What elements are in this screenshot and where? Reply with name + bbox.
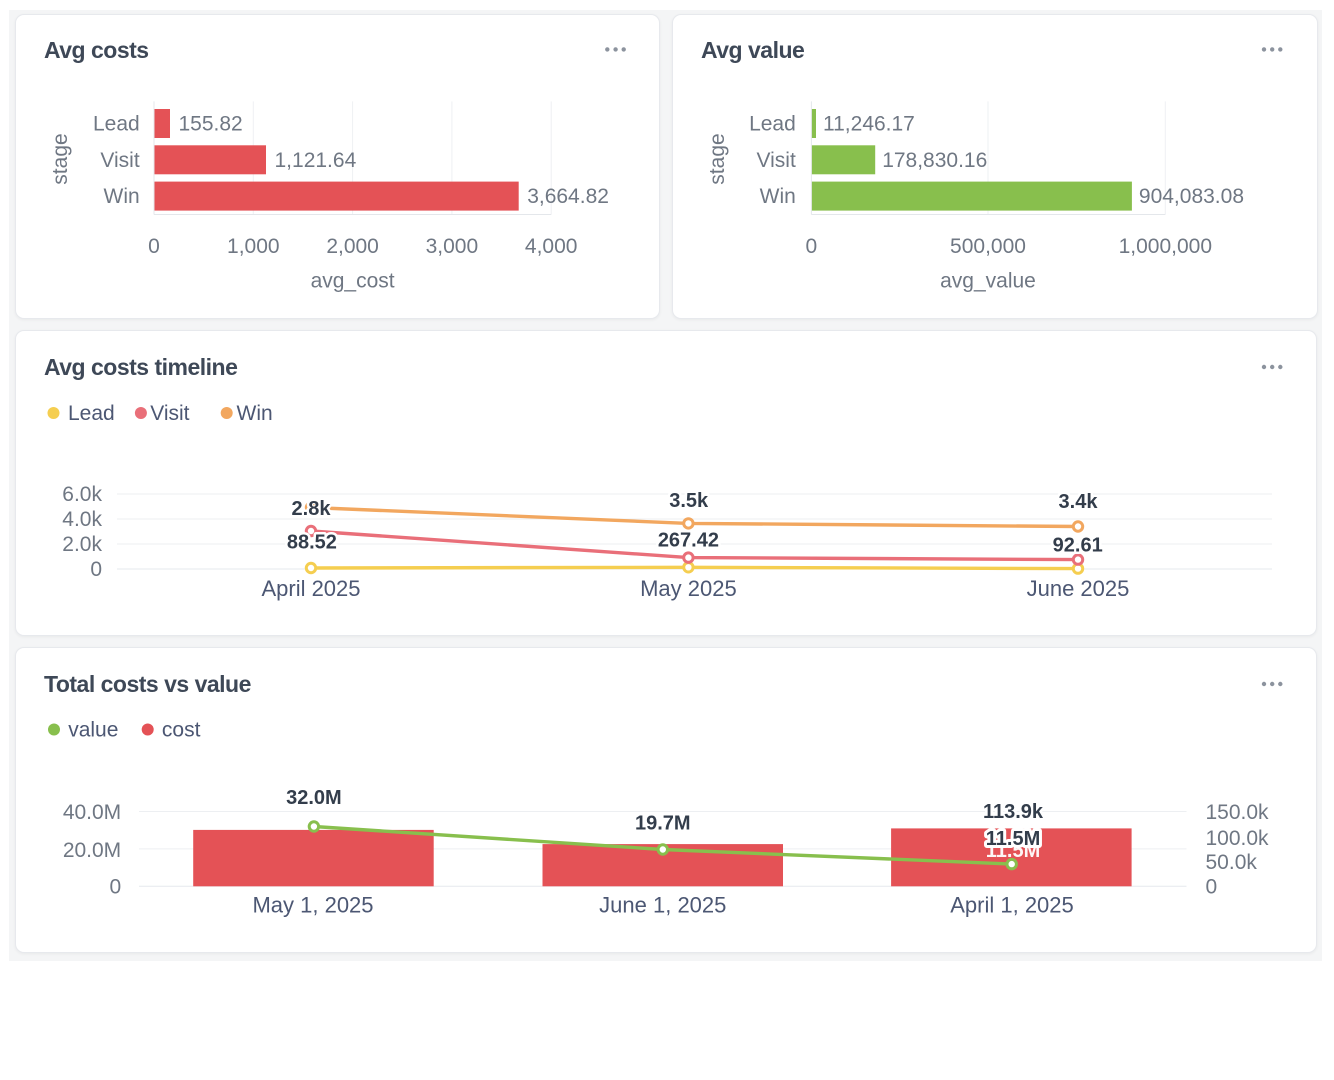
svg-text:avg_value: avg_value xyxy=(940,270,1036,293)
svg-text:2,000: 2,000 xyxy=(326,235,379,258)
svg-text:Lead: Lead xyxy=(68,402,115,425)
svg-text:11.5M: 11.5M xyxy=(986,840,1040,862)
svg-text:32.0M: 32.0M xyxy=(286,787,342,809)
svg-text:0: 0 xyxy=(110,876,122,899)
svg-text:3,000: 3,000 xyxy=(426,235,479,258)
svg-text:Lead: Lead xyxy=(749,113,796,136)
svg-text:88.52: 88.52 xyxy=(287,532,337,554)
svg-text:3.5k: 3.5k xyxy=(669,490,709,512)
svg-text:92.61: 92.61 xyxy=(1053,535,1103,557)
svg-text:1,121.64: 1,121.64 xyxy=(275,149,357,172)
svg-text:Win: Win xyxy=(104,185,140,208)
svg-text:1,000: 1,000 xyxy=(227,235,280,258)
svg-text:May 1, 2025: May 1, 2025 xyxy=(252,893,373,918)
svg-text:11,246.17: 11,246.17 xyxy=(823,113,915,136)
svg-text:150.0k: 150.0k xyxy=(1206,801,1270,824)
svg-text:Win: Win xyxy=(237,402,273,425)
svg-text:100.0k: 100.0k xyxy=(1206,827,1270,850)
svg-text:2.8k: 2.8k xyxy=(292,498,332,520)
svg-text:1,000,000: 1,000,000 xyxy=(1119,235,1212,258)
svg-text:500,000: 500,000 xyxy=(950,235,1026,258)
svg-text:Visit: Visit xyxy=(100,149,139,172)
svg-text:stage: stage xyxy=(49,133,72,184)
svg-text:June 1, 2025: June 1, 2025 xyxy=(599,893,726,918)
svg-text:Win: Win xyxy=(760,185,796,208)
svg-text:50.0k: 50.0k xyxy=(1206,851,1258,874)
svg-text:20.0M: 20.0M xyxy=(63,839,121,862)
svg-text:April 1, 2025: April 1, 2025 xyxy=(950,893,1074,918)
svg-text:3.4k: 3.4k xyxy=(1059,491,1099,513)
svg-text:904,083.08: 904,083.08 xyxy=(1139,185,1244,208)
svg-text:avg_cost: avg_cost xyxy=(311,270,395,293)
svg-text:2.0k: 2.0k xyxy=(62,533,102,556)
svg-text:0: 0 xyxy=(806,235,818,258)
svg-text:178,830.16: 178,830.16 xyxy=(882,149,987,172)
svg-text:cost: cost xyxy=(162,719,201,742)
svg-text:4.0k: 4.0k xyxy=(62,508,102,531)
svg-text:Visit: Visit xyxy=(150,402,189,425)
svg-text:May 2025: May 2025 xyxy=(640,576,737,601)
svg-text:4,000: 4,000 xyxy=(525,235,578,258)
svg-text:40.0M: 40.0M xyxy=(63,801,121,824)
svg-text:155.82: 155.82 xyxy=(179,113,243,136)
svg-text:267.42: 267.42 xyxy=(658,530,719,552)
svg-text:0: 0 xyxy=(90,558,102,581)
svg-text:0: 0 xyxy=(1206,876,1218,899)
svg-text:Visit: Visit xyxy=(757,149,796,172)
svg-text:6.0k: 6.0k xyxy=(62,483,102,506)
svg-text:0: 0 xyxy=(148,235,160,258)
svg-text:April 2025: April 2025 xyxy=(261,576,360,601)
svg-text:19.7M: 19.7M xyxy=(635,813,691,835)
svg-text:June 2025: June 2025 xyxy=(1027,576,1130,601)
svg-text:11.5M: 11.5M xyxy=(986,828,1040,850)
svg-text:value: value xyxy=(68,719,118,742)
svg-text:3,664.82: 3,664.82 xyxy=(527,185,609,208)
svg-text:113.9k: 113.9k xyxy=(983,801,1044,823)
svg-text:Lead: Lead xyxy=(93,113,140,136)
svg-text:stage: stage xyxy=(706,133,729,184)
